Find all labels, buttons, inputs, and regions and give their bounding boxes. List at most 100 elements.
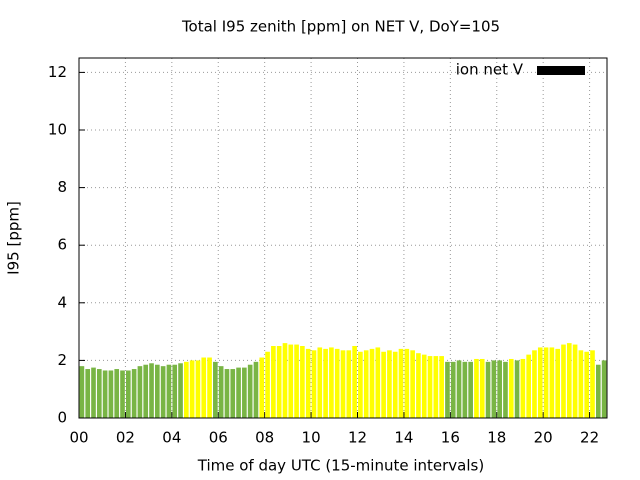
x-tick-label: 20 <box>534 429 553 447</box>
bar <box>416 353 421 418</box>
y-tick-label: 0 <box>57 409 67 427</box>
bar <box>479 358 485 418</box>
bar <box>91 367 96 418</box>
bar <box>160 366 166 418</box>
bar <box>224 369 230 418</box>
bar <box>305 348 311 418</box>
bar <box>514 360 520 418</box>
bar <box>497 360 502 418</box>
bar <box>288 344 294 418</box>
bar <box>358 351 363 418</box>
bar <box>125 370 131 418</box>
bar <box>265 351 270 418</box>
bar <box>114 369 120 418</box>
bar <box>433 356 439 418</box>
bar <box>282 343 288 418</box>
bar <box>149 363 154 418</box>
y-tick-label: 2 <box>57 351 67 369</box>
y-tick-label: 4 <box>57 293 67 311</box>
bar <box>201 357 207 418</box>
x-tick-label: 14 <box>394 429 413 447</box>
chart-title: Total I95 zenith [ppm] on NET V, DoY=105 <box>181 18 500 36</box>
bar <box>311 350 317 418</box>
x-tick-label: 18 <box>487 429 506 447</box>
bar <box>421 354 427 418</box>
y-axis-label: I95 [ppm] <box>5 201 23 275</box>
bar <box>247 364 253 418</box>
bar <box>387 350 392 418</box>
bar <box>590 350 595 418</box>
bar <box>445 361 450 418</box>
bar <box>317 347 323 418</box>
bar <box>474 358 479 418</box>
bar <box>172 364 178 418</box>
bar <box>340 350 346 418</box>
bar <box>242 367 247 418</box>
y-tick-label: 10 <box>48 121 67 139</box>
x-tick-label: 04 <box>162 429 181 447</box>
x-tick-label: 12 <box>348 429 367 447</box>
y-tick-label: 6 <box>57 236 67 254</box>
bar <box>503 361 508 418</box>
bar <box>578 350 584 418</box>
bar <box>236 367 241 418</box>
bar <box>468 361 473 418</box>
x-tick-label: 08 <box>255 429 274 447</box>
bar <box>404 348 410 418</box>
bar <box>352 346 357 418</box>
legend-label: ion net V <box>456 61 524 79</box>
bar <box>195 360 201 418</box>
bar <box>329 347 334 418</box>
x-tick-label: 10 <box>302 429 321 447</box>
x-tick-label: 06 <box>209 429 228 447</box>
bar <box>271 346 276 418</box>
bar <box>334 348 340 418</box>
bar <box>427 356 433 418</box>
bar <box>323 348 328 418</box>
bar <box>230 369 236 418</box>
bar <box>520 358 526 418</box>
bar <box>526 354 531 418</box>
bar <box>155 364 160 418</box>
bar <box>276 346 282 418</box>
bar <box>363 350 369 418</box>
bar <box>300 346 305 418</box>
bar <box>485 361 491 418</box>
bar <box>549 347 555 418</box>
bar <box>392 351 398 418</box>
bar <box>213 361 218 418</box>
bar <box>595 364 601 418</box>
bar <box>555 348 561 418</box>
x-tick-label: 16 <box>441 429 460 447</box>
y-tick-label: 8 <box>57 178 67 196</box>
bar <box>566 343 572 418</box>
bar <box>96 369 102 418</box>
bar <box>462 361 468 418</box>
bar <box>346 350 352 418</box>
bar <box>532 350 537 418</box>
bar <box>601 360 607 418</box>
bar <box>294 344 299 418</box>
bar <box>491 360 497 418</box>
x-tick-label: 00 <box>69 429 88 447</box>
bar <box>369 348 375 418</box>
bar <box>120 370 125 418</box>
bar <box>108 370 114 418</box>
bar <box>439 356 444 418</box>
bar <box>543 347 549 418</box>
bar <box>584 351 590 418</box>
bar <box>85 369 91 418</box>
x-tick-label: 22 <box>580 429 599 447</box>
bar <box>572 344 578 418</box>
bar <box>102 370 108 418</box>
bar <box>131 369 137 418</box>
bar <box>537 347 543 418</box>
bar <box>259 357 265 418</box>
bar <box>137 366 143 418</box>
bar <box>178 363 183 418</box>
y-tick-label: 12 <box>48 63 67 81</box>
bar <box>79 366 85 418</box>
bar <box>375 347 381 418</box>
bar <box>184 361 189 418</box>
